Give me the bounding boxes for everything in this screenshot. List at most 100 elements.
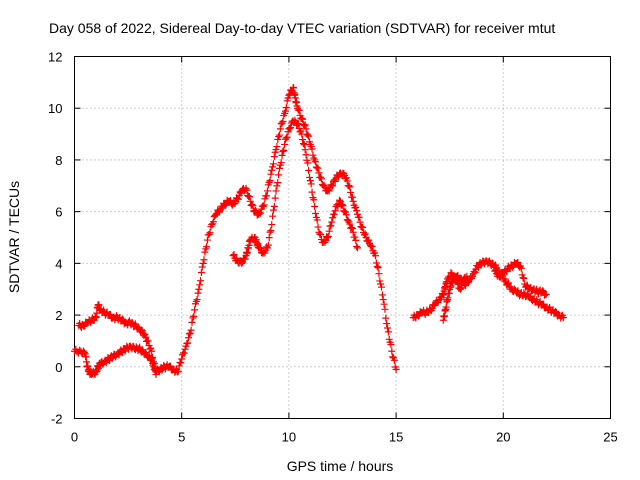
data-point bbox=[278, 151, 286, 159]
data-point bbox=[379, 296, 387, 304]
data-point bbox=[385, 335, 393, 343]
data-point bbox=[275, 133, 283, 141]
data-point bbox=[274, 179, 282, 187]
data-point bbox=[245, 193, 253, 201]
data-point bbox=[336, 197, 344, 205]
data-point bbox=[185, 330, 193, 338]
data-point bbox=[301, 121, 309, 129]
data-point bbox=[325, 187, 333, 195]
data-point bbox=[339, 202, 347, 210]
data-point bbox=[285, 125, 293, 133]
y-tick-label: 12 bbox=[48, 50, 62, 65]
series-track-f bbox=[491, 258, 550, 299]
data-point bbox=[260, 201, 268, 209]
data-point bbox=[238, 259, 246, 267]
data-point bbox=[215, 208, 223, 216]
data-point bbox=[359, 223, 367, 231]
data-point bbox=[377, 280, 385, 288]
data-point bbox=[282, 134, 290, 142]
data-point bbox=[346, 220, 354, 228]
data-point bbox=[311, 158, 319, 166]
data-point bbox=[330, 210, 338, 218]
data-point bbox=[255, 210, 263, 218]
data-point bbox=[461, 280, 469, 288]
x-axis-label: GPS time / hours bbox=[287, 458, 394, 474]
y-tick-label: -2 bbox=[51, 412, 63, 427]
data-point bbox=[180, 349, 188, 357]
data-point bbox=[300, 122, 308, 130]
data-point bbox=[201, 248, 209, 256]
data-point bbox=[320, 181, 328, 189]
data-point bbox=[275, 164, 283, 172]
data-point bbox=[388, 347, 396, 355]
data-point bbox=[268, 166, 276, 174]
data-point bbox=[206, 229, 214, 237]
data-point bbox=[353, 243, 361, 251]
x-tick-label: 25 bbox=[603, 430, 617, 445]
data-point bbox=[368, 242, 376, 250]
data-point bbox=[342, 211, 350, 219]
data-point bbox=[325, 227, 333, 235]
data-point bbox=[376, 277, 384, 285]
data-point bbox=[310, 196, 318, 204]
data-point bbox=[279, 147, 287, 155]
data-point bbox=[335, 196, 343, 204]
data-point bbox=[259, 202, 267, 210]
data-point bbox=[287, 124, 295, 132]
data-point bbox=[256, 244, 264, 252]
data-point bbox=[150, 359, 158, 367]
data-point bbox=[276, 125, 284, 133]
data-point bbox=[137, 326, 145, 334]
data-point bbox=[390, 356, 398, 364]
data-point bbox=[389, 353, 397, 361]
y-tick-label: 4 bbox=[55, 256, 62, 271]
data-point bbox=[298, 130, 306, 138]
data-point bbox=[322, 236, 330, 244]
data-point bbox=[140, 332, 148, 340]
data-point bbox=[324, 232, 332, 240]
data-point bbox=[352, 236, 360, 244]
data-point bbox=[265, 234, 273, 242]
data-point bbox=[317, 173, 325, 181]
data-point bbox=[464, 279, 472, 287]
data-point bbox=[269, 206, 277, 214]
data-point bbox=[299, 115, 307, 123]
data-point bbox=[381, 305, 389, 313]
data-point bbox=[263, 187, 271, 195]
data-point bbox=[298, 115, 306, 123]
data-point bbox=[181, 345, 189, 353]
data-point bbox=[384, 328, 392, 336]
data-point bbox=[353, 207, 361, 215]
data-point bbox=[366, 241, 374, 249]
data-point bbox=[191, 306, 199, 314]
data-point bbox=[373, 262, 381, 270]
data-point bbox=[327, 181, 335, 189]
series-track-b bbox=[75, 301, 160, 379]
data-point bbox=[248, 201, 256, 209]
data-point bbox=[380, 300, 388, 308]
data-point bbox=[144, 337, 152, 345]
axis-ticks: 0 5 10 15 20 25 -2 0 2 4 6 8 10 12 bbox=[48, 50, 618, 445]
data-point bbox=[199, 259, 207, 267]
x-tick-label: 15 bbox=[389, 430, 403, 445]
data-point bbox=[448, 277, 456, 285]
data-point bbox=[195, 285, 203, 293]
data-point bbox=[198, 263, 206, 271]
data-point bbox=[177, 359, 185, 367]
data-point bbox=[517, 264, 525, 272]
data-point bbox=[148, 347, 156, 355]
data-point bbox=[184, 339, 192, 347]
data-point bbox=[297, 127, 305, 135]
data-point bbox=[119, 315, 127, 323]
data-point bbox=[504, 279, 512, 287]
data-point bbox=[267, 227, 275, 235]
data-point bbox=[257, 244, 265, 252]
data-point bbox=[270, 202, 278, 210]
x-tick-label: 10 bbox=[282, 430, 296, 445]
data-point bbox=[260, 247, 268, 255]
data-point bbox=[520, 274, 528, 282]
y-tick-label: 8 bbox=[55, 153, 62, 168]
data-point bbox=[485, 258, 493, 266]
data-point bbox=[352, 203, 360, 211]
data-point bbox=[243, 186, 251, 194]
